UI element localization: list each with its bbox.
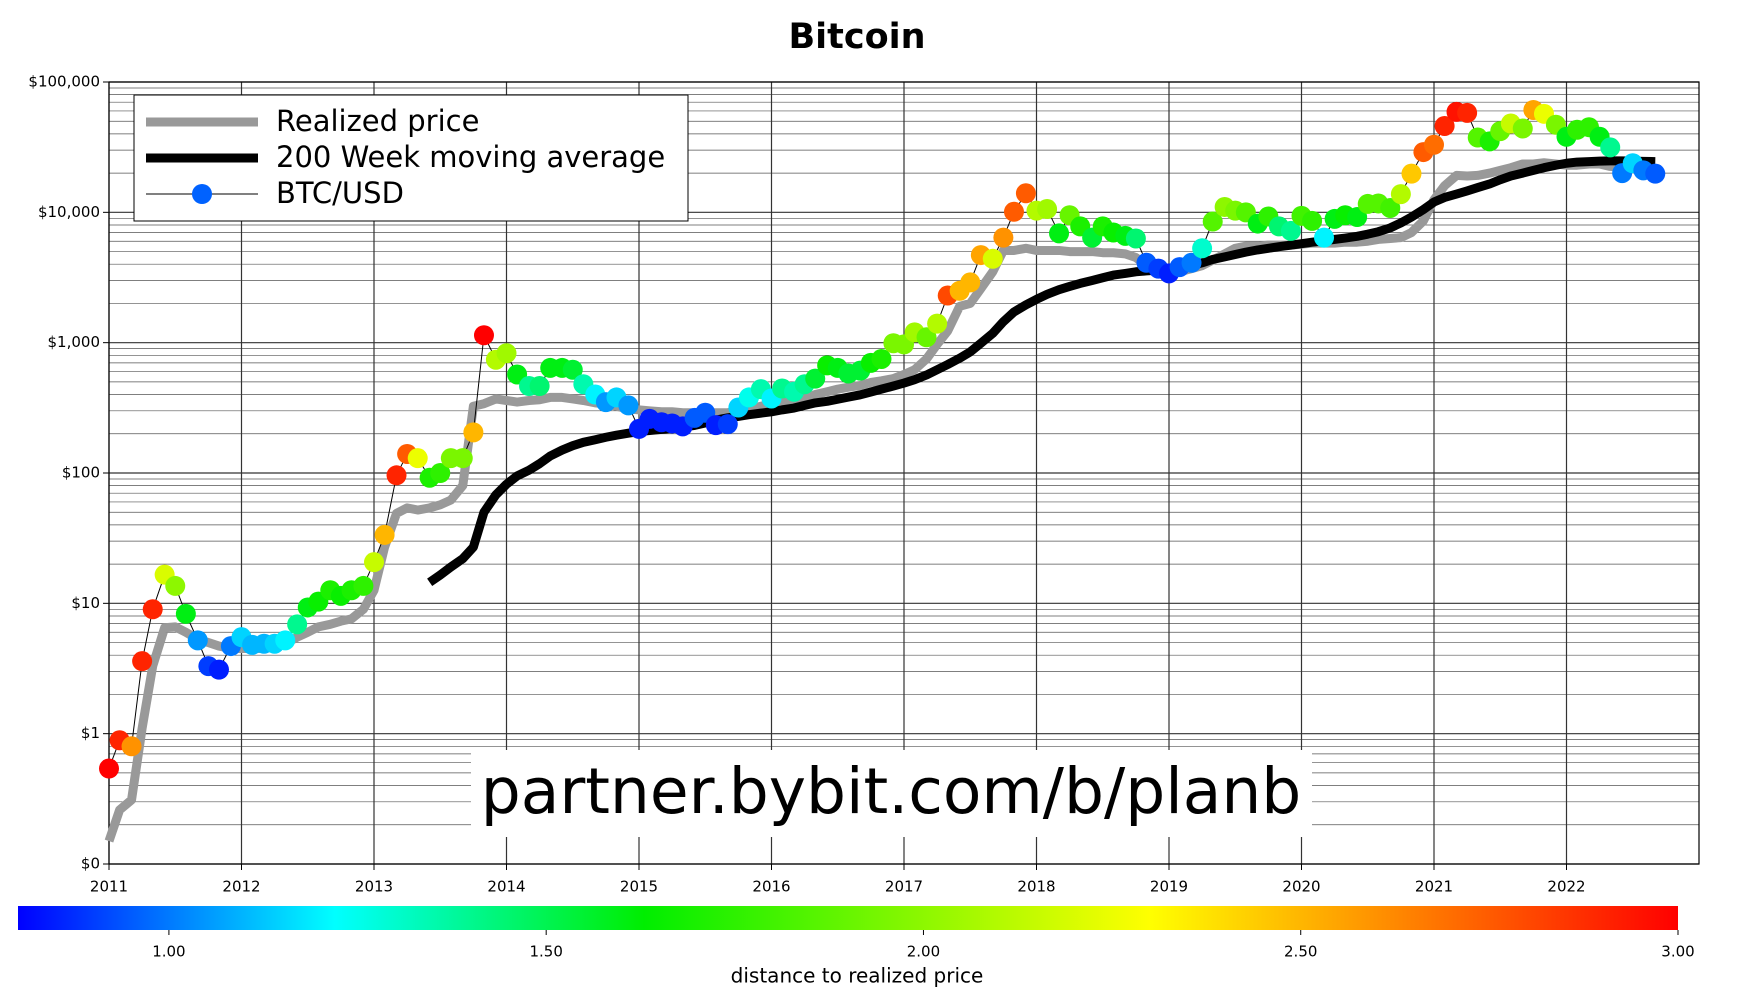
data-point	[121, 736, 142, 757]
data-point	[452, 448, 473, 469]
data-point	[1280, 220, 1301, 241]
data-point	[1600, 137, 1621, 158]
data-point	[175, 603, 196, 624]
data-point	[1192, 238, 1213, 259]
x-tick-label: 2015	[620, 878, 658, 896]
legend-label: BTC/USD	[276, 176, 404, 210]
data-point	[805, 368, 826, 389]
data-point	[165, 575, 186, 596]
data-point	[529, 376, 550, 397]
y-tick-label: $100	[62, 464, 100, 482]
data-point	[993, 227, 1014, 248]
data-point	[1424, 134, 1444, 155]
x-tick-label: 2019	[1150, 878, 1188, 896]
plot-frame	[108, 81, 1700, 865]
data-point	[1302, 210, 1323, 231]
data-point	[916, 327, 937, 348]
y-tick-label: $100,000	[28, 73, 100, 91]
data-point	[1181, 252, 1202, 273]
data-point	[1202, 211, 1223, 232]
data-point	[1457, 102, 1478, 123]
data-point	[960, 272, 981, 293]
data-point	[1049, 223, 1070, 244]
chart-title: Bitcoin	[788, 17, 925, 57]
data-point	[562, 359, 583, 380]
data-point	[982, 248, 1003, 269]
data-point	[386, 465, 407, 486]
annotation: partner.bybit.com/b/planb	[481, 755, 1302, 828]
data-point	[353, 575, 374, 596]
y-tick-label: $0	[81, 855, 100, 873]
legend-label: 200 Week moving average	[276, 140, 665, 174]
y-tick-label: $1	[81, 724, 100, 742]
data-point	[430, 463, 451, 483]
data-point	[142, 599, 163, 620]
data-point	[99, 758, 119, 779]
data-point	[407, 448, 428, 469]
data-point	[1512, 118, 1533, 139]
data-point	[927, 313, 948, 334]
data-point	[187, 630, 208, 651]
data-point	[364, 552, 384, 573]
legend-label: Realized price	[276, 104, 479, 138]
legend-marker	[192, 184, 212, 204]
data-point	[473, 325, 494, 346]
x-tick-label: 2016	[752, 878, 790, 896]
data-point	[717, 414, 738, 435]
x-tick-label: 2013	[355, 878, 393, 896]
x-tick-label: 2022	[1547, 878, 1585, 896]
data-point	[496, 343, 517, 364]
colorbar-tick-label: 3.00	[1661, 943, 1694, 961]
x-tick-label: 2020	[1282, 878, 1320, 896]
data-point	[275, 630, 296, 651]
colorbar-tick-label: 1.50	[529, 943, 562, 961]
data-point	[132, 651, 153, 672]
x-tick-label: 2018	[1017, 878, 1055, 896]
y-tick-label: $10,000	[38, 203, 100, 221]
data-point	[463, 422, 484, 443]
colorbar-label: distance to realized price	[731, 964, 984, 988]
data-point	[1434, 115, 1455, 136]
colorbar	[18, 906, 1678, 930]
data-point	[618, 395, 639, 416]
data-point	[1401, 163, 1422, 184]
x-tick-label: 2014	[487, 878, 525, 896]
data-point	[1003, 201, 1024, 222]
data-point	[1125, 228, 1146, 249]
data-point	[1037, 199, 1058, 220]
x-tick-label: 2012	[222, 878, 260, 896]
data-point	[1645, 163, 1666, 184]
data-point	[1390, 184, 1411, 205]
series-line	[104, 158, 1656, 843]
data-point	[1380, 197, 1401, 218]
x-tick-label: 2011	[90, 878, 128, 896]
colorbar-tick-label: 2.50	[1284, 943, 1317, 961]
colorbar-tick-label: 1.00	[152, 943, 185, 961]
colorbar-tick-label: 2.00	[907, 943, 940, 961]
data-point	[1015, 183, 1036, 204]
y-tick-label: $1,000	[48, 333, 101, 351]
data-point	[208, 659, 229, 680]
annotation-box	[471, 750, 1312, 837]
data-point	[871, 348, 892, 369]
data-point	[374, 524, 395, 545]
x-tick-label: 2017	[885, 878, 923, 896]
data-point	[1314, 227, 1335, 248]
y-tick-label: $10	[71, 594, 100, 612]
data-point	[287, 614, 308, 635]
x-tick-label: 2021	[1415, 878, 1453, 896]
